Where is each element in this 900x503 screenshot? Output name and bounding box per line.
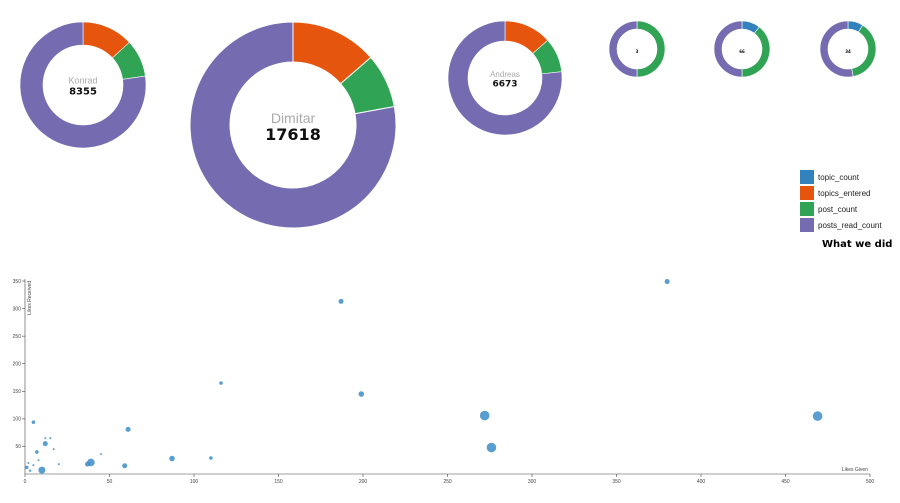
scatter-point [100, 453, 103, 456]
y-tick-label: 250 [13, 334, 22, 340]
scatter-plot: 0 50 100 150 200 250 300 350 400 450 500 50 100 150 20… [13, 279, 875, 485]
scatter-point [486, 442, 497, 453]
scatter-point [24, 465, 29, 470]
donut-slice-posts-read-count [447, 20, 563, 136]
legend-item-topic-count: topic_count [800, 169, 900, 185]
donut-user-5: 66 [713, 20, 771, 78]
scatter-point [122, 463, 128, 469]
donut-name: Konrad [68, 76, 97, 86]
donut-slice-posts-read-count [189, 21, 397, 229]
donut-total: 34 [845, 49, 851, 54]
legend-item-topics-entered: topics_entered [800, 185, 900, 201]
y-tick-label: 350 [13, 279, 22, 285]
x-tick-label: 0 [24, 479, 27, 485]
legend-label: topic_count [818, 172, 859, 182]
scatter-point [42, 441, 48, 447]
donut-user-6: 34 [819, 20, 877, 78]
scatter-point [664, 279, 670, 285]
legend-swatch [800, 218, 814, 232]
legend-swatch [800, 202, 814, 216]
x-tick-label: 350 [612, 479, 621, 485]
x-tick-label: 200 [359, 479, 368, 485]
scatter-point [57, 463, 60, 466]
y-axis-label: Likes Received [27, 281, 33, 315]
y-tick-label: 100 [13, 417, 22, 423]
scatter-point [209, 456, 213, 460]
donut-slice-post-count [851, 24, 877, 77]
scatter-point [52, 448, 55, 451]
scatter-point [32, 464, 35, 467]
scatter-point [49, 437, 52, 440]
x-tick-label: 250 [443, 479, 452, 485]
donut-name: Andreas [490, 70, 520, 79]
legend-label: posts_read_count [818, 220, 882, 230]
legend-label: topics_entered [818, 188, 871, 198]
scatter-point [358, 391, 365, 397]
legend-title: What we did [822, 239, 893, 250]
scatter-point [85, 461, 91, 467]
y-tick-label: 150 [13, 389, 22, 395]
x-tick-label: 500 [866, 479, 875, 485]
scatter-point [812, 411, 823, 421]
scatter-point [38, 466, 46, 474]
y-tick-label: 200 [13, 362, 22, 368]
donut-total: 66 [739, 49, 745, 54]
legend-label: post_count [818, 204, 858, 214]
donut-name: Dimitar [271, 110, 316, 126]
donut-slice-posts-read-count [608, 20, 638, 78]
scatter-point [44, 437, 47, 440]
donut-total: 17618 [265, 125, 321, 144]
x-tick-label: 400 [697, 479, 706, 485]
scatter-point [37, 459, 40, 462]
scatter-point [219, 381, 223, 385]
donut-total: 6673 [492, 80, 517, 90]
donut-slice-posts-read-count [713, 20, 743, 78]
scatter-point [125, 426, 131, 432]
donut-slice-post-count [741, 26, 771, 78]
scatter-point [27, 461, 30, 464]
scatter-point [35, 450, 39, 454]
scatter-point [479, 410, 490, 421]
x-tick-label: 300 [528, 479, 537, 485]
legend-swatch [800, 186, 814, 200]
donut-total: 3 [636, 49, 639, 54]
x-tick-label: 150 [274, 479, 283, 485]
donut-slice-posts-read-count [819, 20, 854, 78]
y-tick-label: 300 [13, 306, 22, 312]
donut-slice-posts-read-count [19, 21, 147, 149]
donut-slice-post-count [636, 20, 666, 78]
scatter-point [169, 455, 175, 462]
legend-item-posts-read-count: posts_read_count [800, 217, 900, 233]
x-tick-label: 450 [781, 479, 790, 485]
scatter-point [338, 298, 344, 304]
donut-user-4: 3 [608, 20, 666, 78]
y-tick-label: 50 [15, 444, 21, 450]
donut-total: 8355 [69, 87, 97, 98]
x-axis-label: Likes Given [842, 467, 868, 473]
legend-item-post-count: post_count [800, 201, 900, 217]
x-tick-label: 50 [107, 479, 113, 485]
x-tick-label: 100 [190, 479, 199, 485]
legend-swatch [800, 170, 814, 184]
scatter-point [28, 469, 32, 472]
scatter-point [31, 420, 36, 424]
